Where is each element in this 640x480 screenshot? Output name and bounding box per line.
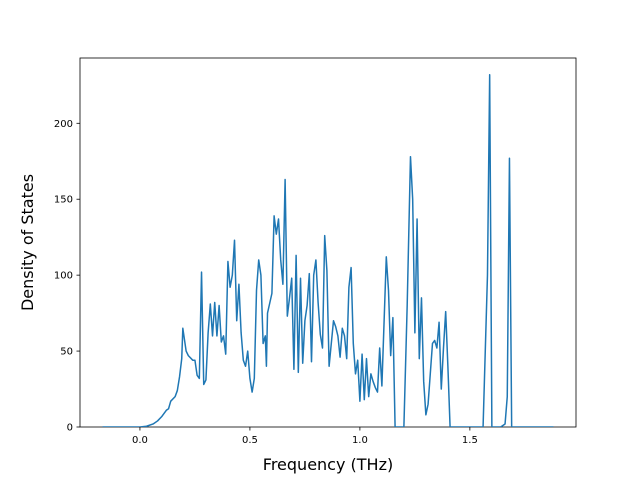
x-axis-label: Frequency (THz) [263, 455, 393, 474]
y-tick-label: 0 [67, 423, 73, 434]
y-tick-label: 150 [54, 195, 73, 206]
y-tick-label: 100 [54, 271, 73, 282]
y-axis-label: Density of States [18, 174, 37, 311]
x-tick-label: 0.0 [132, 435, 148, 446]
dos-line [102, 73, 554, 427]
plot-frame [79, 57, 577, 428]
x-tick-label: 1.5 [462, 435, 478, 446]
x-tick-label: 0.5 [242, 435, 258, 446]
y-tick-label: 50 [60, 347, 73, 358]
y-tick-label: 200 [54, 119, 73, 130]
x-tick-label: 1.0 [352, 435, 368, 446]
